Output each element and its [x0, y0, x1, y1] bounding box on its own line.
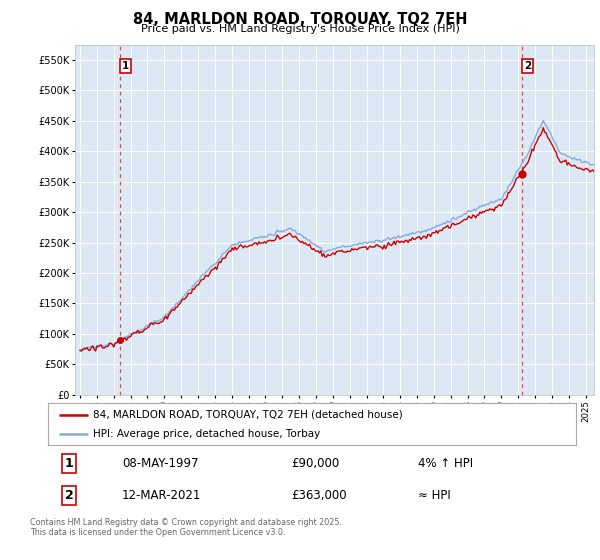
Text: 2: 2 [65, 489, 73, 502]
Text: 1: 1 [122, 61, 130, 71]
Text: 1: 1 [65, 457, 73, 470]
Text: 84, MARLDON ROAD, TORQUAY, TQ2 7EH: 84, MARLDON ROAD, TORQUAY, TQ2 7EH [133, 12, 467, 27]
Text: 4% ↑ HPI: 4% ↑ HPI [418, 457, 473, 470]
Text: 84, MARLDON ROAD, TORQUAY, TQ2 7EH (detached house): 84, MARLDON ROAD, TORQUAY, TQ2 7EH (deta… [93, 409, 403, 419]
Text: ≈ HPI: ≈ HPI [418, 489, 451, 502]
Text: Contains HM Land Registry data © Crown copyright and database right 2025.
This d: Contains HM Land Registry data © Crown c… [30, 518, 342, 538]
Text: £363,000: £363,000 [291, 489, 347, 502]
Text: 12-MAR-2021: 12-MAR-2021 [122, 489, 201, 502]
Text: 2: 2 [524, 61, 532, 71]
Text: HPI: Average price, detached house, Torbay: HPI: Average price, detached house, Torb… [93, 429, 320, 439]
Text: 08-MAY-1997: 08-MAY-1997 [122, 457, 199, 470]
Text: Price paid vs. HM Land Registry's House Price Index (HPI): Price paid vs. HM Land Registry's House … [140, 24, 460, 34]
Text: £90,000: £90,000 [291, 457, 339, 470]
